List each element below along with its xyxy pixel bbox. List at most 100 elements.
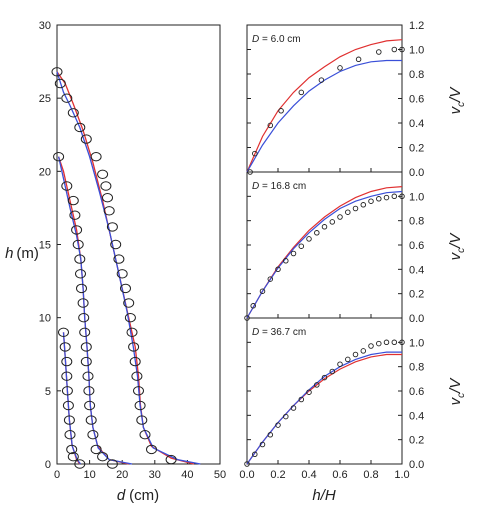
observed-point <box>259 288 266 294</box>
observed-point <box>306 236 312 242</box>
observed-point <box>391 193 398 200</box>
observed-point <box>368 198 374 204</box>
observed-point <box>84 400 96 411</box>
observed-point <box>102 193 113 203</box>
observed-point <box>74 122 86 133</box>
x-tick-label: 0 <box>54 469 60 481</box>
observed-point <box>75 269 86 279</box>
observed-point <box>329 219 336 225</box>
observed-point <box>90 444 102 455</box>
observed-point <box>139 430 151 440</box>
y-tick-label: 0.8 <box>409 69 424 81</box>
observed-point <box>61 386 73 396</box>
observed-point <box>61 181 73 191</box>
x-tick-label: 10 <box>83 469 95 481</box>
observed-point <box>391 339 398 346</box>
panel-ylabel: vc/V <box>447 232 467 261</box>
right-xlabel: h/H <box>312 487 336 504</box>
observed-point <box>66 444 78 455</box>
series-model-a-line <box>56 71 195 465</box>
observed-point <box>133 386 144 396</box>
y-tick-label: 1.0 <box>409 45 424 57</box>
y-tick-label: 10 <box>39 313 51 325</box>
observed-point <box>134 400 146 411</box>
observed-point <box>116 269 128 279</box>
observed-point <box>247 169 253 175</box>
observed-point <box>267 432 274 438</box>
observed-point <box>67 452 79 462</box>
observed-point <box>61 371 73 381</box>
observed-point <box>250 303 256 309</box>
observed-point <box>298 396 305 403</box>
observed-point <box>314 230 320 236</box>
panel-annotation: D = 36.7 cm <box>252 327 306 338</box>
observed-point <box>131 371 143 381</box>
observed-point <box>399 46 405 53</box>
observed-point <box>321 224 328 230</box>
x-tick-label: 0.6 <box>332 469 347 481</box>
y-tick-label: 0.0 <box>409 167 424 179</box>
y-tick-label: 15 <box>39 240 51 252</box>
y-tick-label: 0.6 <box>409 386 424 398</box>
x-tick-label: 40 <box>181 469 193 481</box>
observed-point <box>321 374 328 381</box>
series-model-b-line <box>62 332 82 465</box>
observed-point <box>306 389 312 395</box>
observed-point <box>74 254 86 264</box>
x-tick-label: 20 <box>116 469 128 481</box>
observed-point <box>61 356 73 367</box>
observed-point <box>61 93 73 103</box>
observed-point <box>244 315 250 321</box>
x-tick-label: 1.0 <box>394 469 409 481</box>
observed-point <box>391 46 398 53</box>
x-tick-label: 0.4 <box>301 469 316 481</box>
observed-point <box>72 239 84 250</box>
y-tick-label: 0.4 <box>409 410 424 422</box>
observed-point <box>355 56 362 63</box>
series-model-a-line <box>246 186 403 319</box>
observed-point <box>399 339 405 346</box>
observed-point <box>136 415 148 425</box>
y-tick-label: 0.6 <box>409 240 424 252</box>
observed-point <box>51 67 63 77</box>
observed-point <box>298 89 305 96</box>
observed-point <box>100 181 112 191</box>
x-tick-label: 50 <box>214 469 226 481</box>
series-model-a-line <box>246 353 402 465</box>
right-series <box>244 39 405 467</box>
observed-point <box>120 283 131 294</box>
panel-ylabel: vc/V <box>447 377 467 406</box>
observed-point <box>283 413 289 420</box>
y-tick-label: 0.4 <box>409 264 424 276</box>
series-model-b-line <box>246 190 403 319</box>
y-tick-label: 30 <box>39 20 51 32</box>
observed-point <box>275 266 281 273</box>
observed-point <box>337 214 343 220</box>
y-tick-label: 1.0 <box>409 337 424 349</box>
observed-point <box>106 222 118 232</box>
observed-point <box>83 386 95 396</box>
observed-point <box>53 152 65 162</box>
observed-point <box>97 452 109 462</box>
y-tick-label: 0.2 <box>409 289 424 301</box>
y-tick-label: 5 <box>45 386 51 398</box>
observed-point <box>64 430 76 440</box>
observed-point <box>368 343 374 349</box>
observed-point <box>54 78 66 89</box>
y-tick-label: 0 <box>45 459 51 471</box>
observed-point <box>82 371 94 381</box>
y-tick-label: 1.0 <box>409 191 424 203</box>
observed-point <box>275 422 281 428</box>
right-axes: 0.00.20.40.60.81.01.20.00.20.40.60.81.00… <box>239 20 424 481</box>
observed-point <box>376 49 382 55</box>
observed-point <box>124 313 136 323</box>
observed-point <box>67 108 79 118</box>
y-tick-label: 0.6 <box>409 94 424 106</box>
observed-point <box>399 193 405 200</box>
observed-point <box>165 454 177 465</box>
observed-point <box>62 400 74 411</box>
right-panels: D = 6.0 cm D = 16.8 cm D = 36.7 cm 0.0 0.… <box>239 20 467 504</box>
observed-point <box>298 243 305 249</box>
observed-point <box>314 382 320 388</box>
